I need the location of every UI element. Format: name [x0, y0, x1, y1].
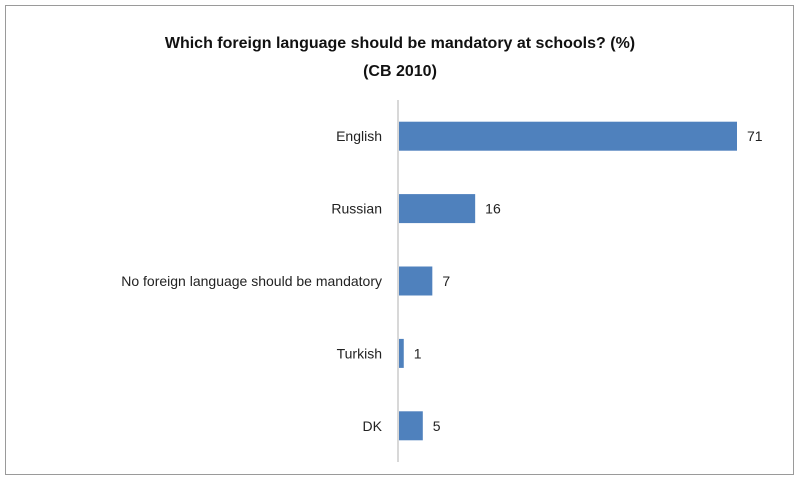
- category-label-2: No foreign language should be mandatory: [121, 273, 382, 289]
- value-label-1: 16: [485, 201, 501, 217]
- category-label-0: English: [336, 128, 382, 144]
- value-label-3: 1: [414, 345, 422, 361]
- chart-frame: [5, 5, 794, 475]
- value-label-2: 7: [442, 273, 450, 289]
- category-label-1: Russian: [331, 201, 382, 217]
- bar-4: [399, 411, 423, 441]
- bar-0: [399, 121, 737, 151]
- category-label-3: Turkish: [337, 345, 382, 361]
- value-label-0: 71: [747, 128, 763, 144]
- bar-2: [399, 266, 433, 296]
- chart-subtitle: (CB 2010): [363, 63, 437, 80]
- chart-title: Which foreign language should be mandato…: [165, 35, 635, 52]
- bar-1: [399, 194, 476, 224]
- category-label-4: DK: [363, 418, 383, 434]
- bar-3: [399, 338, 404, 368]
- value-label-4: 5: [433, 418, 441, 434]
